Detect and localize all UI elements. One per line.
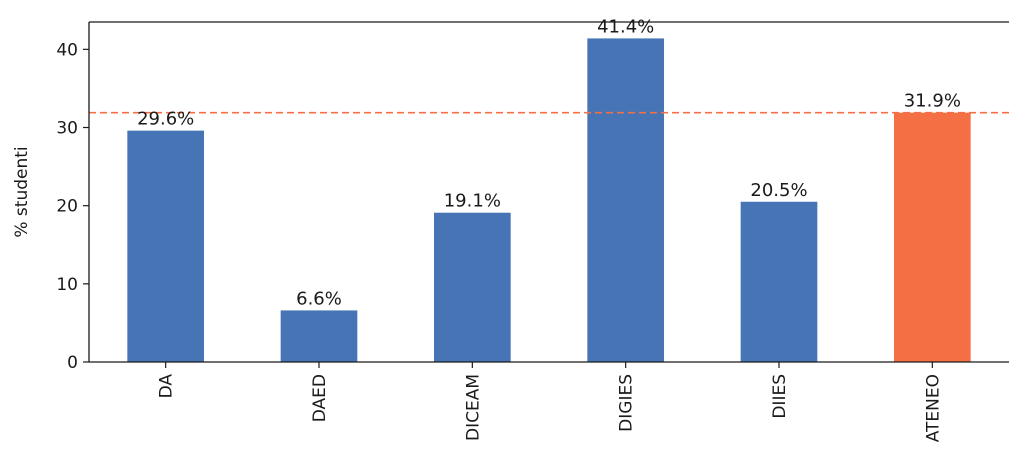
bar-da bbox=[127, 130, 204, 362]
data-label-daed: 6.6% bbox=[296, 288, 342, 309]
bar-ateneo bbox=[894, 112, 971, 363]
bar-diceam bbox=[434, 212, 511, 362]
x-tick-label-diies: DIIES bbox=[770, 374, 790, 419]
y-tick-label-20: 20 bbox=[56, 197, 78, 217]
y-tick-label-40: 40 bbox=[56, 40, 78, 60]
data-label-digies: 41.4% bbox=[597, 16, 654, 37]
bar-diies bbox=[740, 201, 818, 362]
y-tick-label-10: 10 bbox=[56, 275, 78, 295]
data-label-diies: 20.5% bbox=[750, 180, 807, 201]
data-label-diceam: 19.1% bbox=[444, 191, 501, 212]
data-label-da: 29.6% bbox=[137, 109, 194, 130]
x-tick-label-diceam: DICEAM bbox=[463, 374, 483, 441]
labels-layer: 29.6% 6.6% 19.1% 41.4% 20.5% 31.9% bbox=[137, 16, 961, 309]
bars-layer bbox=[127, 38, 971, 363]
x-tick-label-daed: DAED bbox=[310, 374, 330, 422]
bar-daed bbox=[280, 310, 358, 362]
x-tick-label-da: DA bbox=[157, 374, 177, 399]
bar-digies bbox=[587, 38, 664, 363]
data-label-ateneo: 31.9% bbox=[904, 91, 961, 112]
axes-layer: DA DAED DICEAM DIGIES DIIES ATENEO 0 10 20 30 40 bbox=[56, 21, 1009, 442]
y-axis-title: % studenti bbox=[12, 146, 32, 237]
y-tick-label-30: 30 bbox=[56, 119, 78, 139]
x-tick-label-ateneo: ATENEO bbox=[923, 374, 943, 442]
x-tick-label-digies: DIGIES bbox=[617, 374, 637, 432]
y-tick-label-0: 0 bbox=[67, 353, 78, 373]
